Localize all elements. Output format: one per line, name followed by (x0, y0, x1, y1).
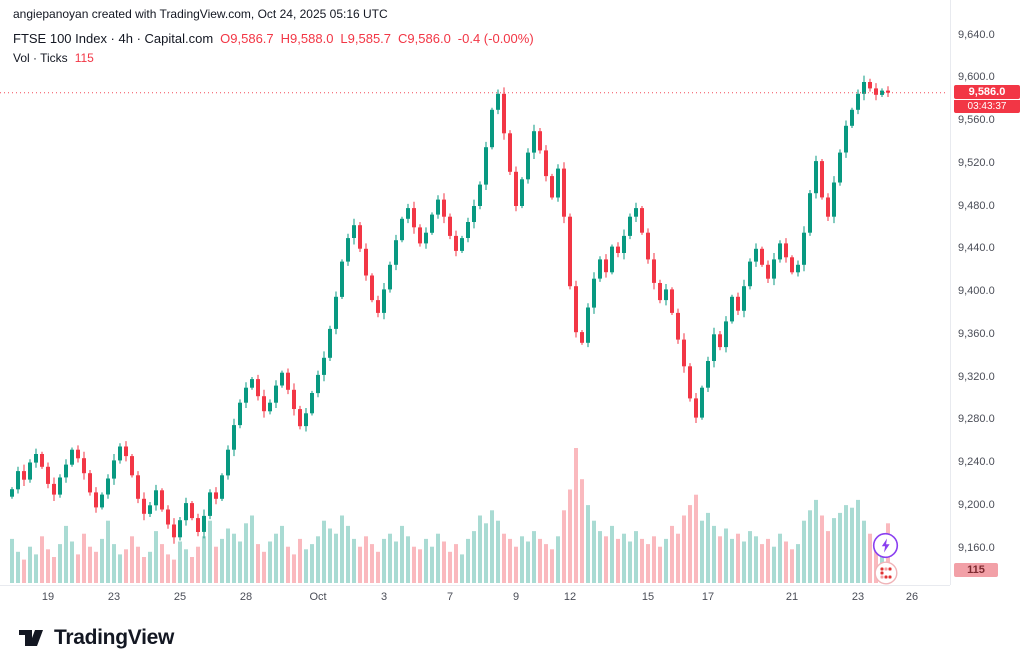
price-axis[interactable]: 9,586.0 03:43:37 115 9,640.0 9,600.0 9,560… (950, 0, 1024, 585)
price-axis-label: 9,200.0 (958, 498, 995, 511)
tradingview-logo-icon[interactable] (16, 623, 46, 653)
last-price-badge: 9,586.0 (954, 84, 1020, 99)
ohlc-open-value: O9,586.7 (220, 31, 274, 46)
time-axis-label: 17 (701, 591, 715, 603)
chart-pane[interactable]: FTSE 100 Index · 4h · Capital.com O9,586… (0, 0, 950, 585)
time-axis[interactable]: 19 23 25 28 Oct 3 7 9 12 15 17 21 23 26 (0, 585, 950, 610)
price-axis-label: 9,320.0 (958, 370, 995, 383)
price-axis-label: 9,640.0 (958, 28, 995, 41)
bar-countdown-badge: 03:43:37 (954, 99, 1020, 113)
time-axis-label: 21 (785, 591, 799, 603)
volume-axis-badge: 115 (954, 563, 998, 577)
volume-indicator-label[interactable]: Vol · Ticks (13, 51, 68, 65)
tradingview-wordmark[interactable]: TradingView (54, 625, 175, 649)
price-axis-label: 9,600.0 (958, 71, 995, 84)
time-axis-label: 9 (512, 591, 520, 603)
price-axis-label: 9,280.0 (958, 413, 995, 426)
price-axis-label: 9,560.0 (958, 114, 995, 126)
boost-lightning-button[interactable] (872, 532, 899, 564)
time-axis-label: 12 (563, 591, 577, 603)
time-axis-label: 7 (446, 591, 454, 603)
ohlc-close-value: C9,586.0 (398, 31, 451, 46)
ohlc-high-value: H9,588.0 (280, 31, 334, 46)
time-axis-label: 26 (905, 591, 919, 603)
volume-value: 115 (74, 51, 94, 65)
time-axis-label: 15 (641, 591, 655, 603)
price-axis-label: 9,160.0 (958, 541, 995, 554)
footer-bar: TradingView (0, 610, 1024, 665)
candlestick-chart-canvas[interactable] (0, 0, 948, 583)
time-axis-label: 3 (380, 591, 388, 603)
chart-legend: FTSE 100 Index · 4h · Capital.com O9,586… (13, 31, 534, 65)
price-axis-label: 9,400.0 (958, 285, 995, 297)
time-axis-label: 23 (851, 591, 865, 603)
capital-com-logo-icon (874, 561, 898, 590)
attribution-text: angiepanoyan created with TradingView.co… (13, 7, 388, 21)
time-axis-label: 25 (173, 591, 187, 603)
time-axis-label: 19 (41, 591, 55, 603)
change-value: -0.4 (-0.00%) (457, 31, 534, 46)
price-axis-label: 9,480.0 (958, 199, 995, 212)
symbol-title[interactable]: FTSE 100 Index · 4h · Capital.com (13, 31, 214, 46)
price-axis-label: 9,520.0 (958, 156, 995, 169)
price-axis-label: 9,240.0 (958, 456, 995, 468)
ohlc-low-value: L9,585.7 (340, 31, 392, 46)
time-axis-label: 28 (239, 591, 253, 603)
time-axis-label: 23 (107, 591, 121, 603)
time-axis-label: Oct (309, 591, 327, 603)
price-axis-label: 9,360.0 (958, 327, 995, 340)
price-axis-label: 9,440.0 (958, 242, 995, 255)
lightning-icon (872, 532, 899, 559)
